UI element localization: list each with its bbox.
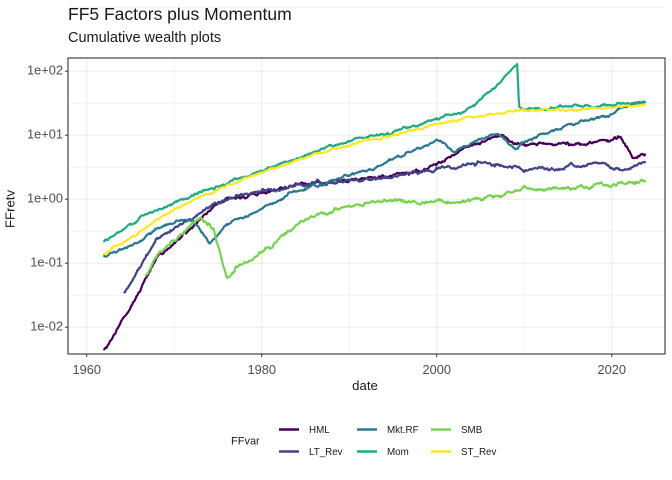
svg-text:HML: HML: [309, 425, 330, 436]
svg-text:Mkt.RF: Mkt.RF: [387, 425, 419, 436]
svg-text:SMB: SMB: [461, 425, 483, 436]
svg-text:FFvar: FFvar: [231, 436, 260, 448]
svg-text:Mom: Mom: [387, 447, 409, 458]
svg-text:ST_Rev: ST_Rev: [461, 447, 496, 458]
svg-text:LT_Rev: LT_Rev: [309, 447, 343, 458]
